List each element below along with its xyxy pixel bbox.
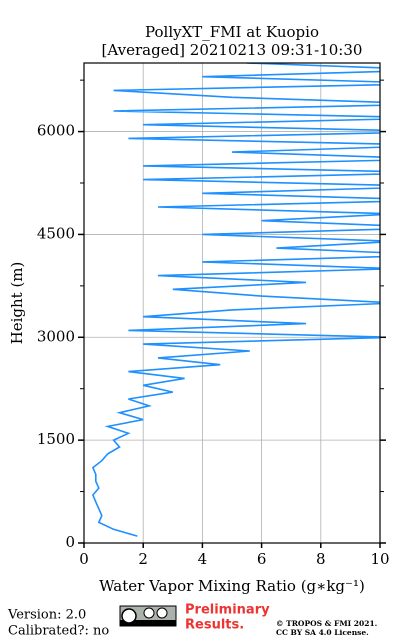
license: CC BY SA 4.0 License.: [276, 628, 369, 637]
x-tick-label: 0: [79, 550, 89, 568]
y-tick-label: 4500: [37, 224, 75, 242]
x-tick-label: 4: [198, 550, 208, 568]
x-tick-label: 10: [370, 550, 389, 568]
plot-frame: [83, 62, 381, 544]
x-tick-label: 6: [257, 550, 267, 568]
chart-title: PollyXT_FMI at Kuopio: [145, 23, 319, 41]
y-axis-label: Height (m): [8, 262, 26, 345]
y-tick-label: 6000: [37, 122, 75, 140]
cc-logo: [119, 605, 177, 627]
copyright: © TROPOS & FMI 2021.: [276, 619, 377, 628]
x-tick-label: 2: [138, 550, 148, 568]
preliminary: Preliminary: [185, 603, 270, 618]
results: Results.: [185, 618, 244, 633]
y-tick-label: 0: [65, 533, 75, 551]
x-tick-label: 8: [316, 550, 326, 568]
chart-subtitle: [Averaged] 20210213 09:31-10:30: [102, 41, 363, 59]
y-tick-label: 1500: [37, 430, 75, 448]
version: Version: 2.0: [7, 608, 86, 623]
x-axis-label: Water Vapor Mixing Ratio (g∗kg⁻¹): [99, 577, 365, 595]
profile-line: [91, 63, 380, 537]
y-tick-label: 3000: [37, 327, 75, 345]
calibrated: Calibrated?: no: [8, 624, 109, 639]
